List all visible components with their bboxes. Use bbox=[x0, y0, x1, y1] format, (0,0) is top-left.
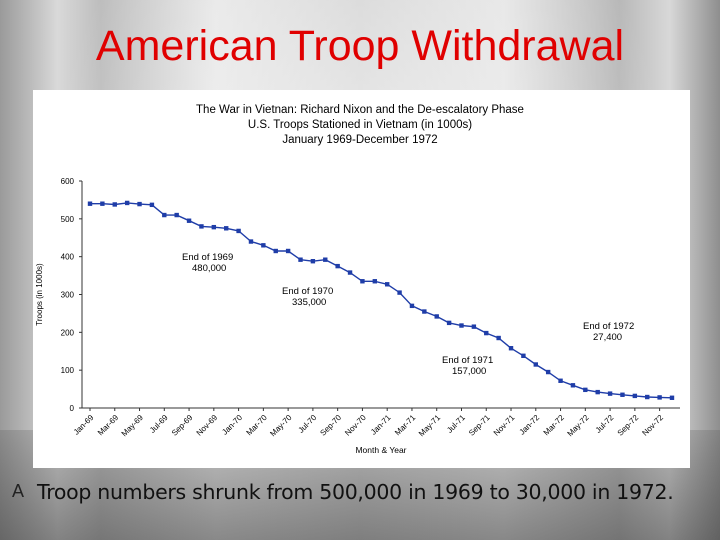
data-point bbox=[484, 330, 489, 336]
x-tick-label: Jan-71 bbox=[369, 413, 393, 437]
x-tick-label: Jul-71 bbox=[445, 413, 467, 435]
x-tick-label: Sep-71 bbox=[467, 413, 492, 438]
x-tick-label: May-72 bbox=[565, 413, 591, 439]
x-tick-label: Sep-69 bbox=[170, 413, 195, 438]
data-point bbox=[583, 387, 588, 393]
data-point bbox=[248, 239, 254, 244]
data-point bbox=[521, 353, 526, 358]
data-point bbox=[384, 282, 390, 287]
bullet-item: A Troop numbers shrunk from 500,000 in 1… bbox=[12, 480, 712, 508]
annotation-label: 335,000 bbox=[292, 297, 326, 308]
chart-title-line: January 1969-December 1972 bbox=[282, 134, 437, 146]
chart-title-line: The War in Vietnan: Richard Nixon and th… bbox=[196, 104, 524, 116]
data-point bbox=[100, 201, 105, 206]
data-point bbox=[607, 391, 613, 396]
y-tick-label: 100 bbox=[61, 366, 75, 375]
data-point bbox=[446, 320, 452, 326]
data-point bbox=[285, 248, 291, 254]
data-point bbox=[149, 202, 155, 208]
data-point bbox=[174, 212, 179, 218]
data-point bbox=[137, 201, 142, 207]
y-tick-label: 500 bbox=[61, 215, 75, 224]
x-tick-label: Nov-69 bbox=[195, 413, 220, 438]
data-point bbox=[422, 309, 427, 314]
data-point bbox=[471, 324, 477, 329]
data-point bbox=[224, 226, 229, 231]
x-tick-label: Sep-70 bbox=[318, 413, 343, 438]
x-tick-label: Nov-70 bbox=[343, 413, 368, 438]
annotation-label: 27,400 bbox=[593, 332, 622, 343]
data-point bbox=[372, 279, 378, 284]
data-point bbox=[199, 224, 204, 229]
troop-series-line bbox=[90, 202, 673, 399]
data-point bbox=[211, 224, 217, 230]
x-tick-label: Jul-72 bbox=[594, 413, 616, 435]
data-point bbox=[186, 218, 192, 223]
x-tick-label: Mar-71 bbox=[393, 413, 418, 438]
data-point bbox=[124, 200, 130, 206]
data-point bbox=[496, 335, 501, 341]
data-point bbox=[545, 369, 551, 375]
x-tick-label: Sep-72 bbox=[616, 413, 641, 438]
annotation-label: End of 1971 bbox=[442, 355, 493, 366]
data-point bbox=[323, 257, 328, 262]
x-tick-label: Nov-71 bbox=[492, 413, 517, 438]
annotation-label: End of 1972 bbox=[583, 321, 634, 332]
x-tick-label: Jul-69 bbox=[148, 413, 170, 435]
annotation-label: End of 1969 bbox=[182, 252, 233, 263]
data-point bbox=[347, 270, 353, 275]
data-point bbox=[261, 243, 266, 248]
data-point bbox=[434, 314, 439, 319]
data-point bbox=[620, 392, 625, 397]
y-axis-label: Troops (in 1000s) bbox=[35, 263, 44, 326]
data-point bbox=[570, 383, 576, 388]
y-tick-label: 600 bbox=[61, 177, 75, 186]
x-tick-label: May-71 bbox=[417, 413, 443, 439]
data-point bbox=[508, 346, 514, 351]
data-point bbox=[645, 394, 650, 400]
x-tick-label: Nov-72 bbox=[640, 413, 665, 438]
data-point bbox=[595, 389, 600, 395]
x-tick-label: Mar-70 bbox=[244, 413, 269, 438]
data-point bbox=[360, 279, 365, 284]
slide-title: American Troop Withdrawal bbox=[95, 22, 625, 70]
data-point bbox=[335, 263, 340, 269]
x-tick-label: Mar-72 bbox=[542, 413, 567, 438]
line-chart: The War in Vietnan: Richard Nixon and th… bbox=[35, 104, 680, 455]
x-tick-label: May-70 bbox=[268, 413, 294, 439]
x-tick-label: May-69 bbox=[120, 413, 146, 439]
x-tick-label: Jul-70 bbox=[297, 413, 319, 435]
annotation-label: 157,000 bbox=[452, 366, 486, 377]
data-point bbox=[657, 395, 662, 400]
annotation-label: End of 1970 bbox=[282, 286, 333, 297]
data-point bbox=[397, 290, 402, 295]
x-tick-label: Mar-69 bbox=[96, 413, 121, 438]
data-point bbox=[112, 202, 117, 207]
data-point bbox=[558, 378, 563, 383]
x-tick-label: Jan-70 bbox=[220, 413, 244, 437]
data-point bbox=[298, 257, 303, 262]
data-point bbox=[310, 259, 316, 264]
data-point bbox=[273, 248, 278, 254]
data-point bbox=[236, 228, 241, 234]
bullet-text: Troop numbers shrunk from 500,000 in 196… bbox=[37, 480, 674, 504]
data-point bbox=[669, 395, 675, 400]
data-point bbox=[409, 303, 415, 309]
data-point bbox=[162, 212, 167, 218]
chart-panel: The War in Vietnan: Richard Nixon and th… bbox=[33, 90, 690, 468]
data-point bbox=[632, 393, 638, 399]
chart-title-line: U.S. Troops Stationed in Vietnam (in 100… bbox=[248, 119, 472, 131]
data-point bbox=[459, 323, 464, 328]
y-tick-label: 400 bbox=[61, 253, 75, 262]
x-tick-label: Jan-69 bbox=[72, 413, 96, 437]
annotation-label: 480,000 bbox=[192, 263, 226, 274]
y-tick-label: 300 bbox=[61, 291, 75, 300]
bullet-icon: A bbox=[12, 481, 25, 501]
y-tick-label: 200 bbox=[61, 328, 75, 337]
y-tick-label: 0 bbox=[70, 404, 75, 413]
x-axis-label: Month & Year bbox=[355, 445, 406, 455]
x-tick-label: Jan-72 bbox=[518, 413, 542, 437]
data-point bbox=[87, 201, 93, 206]
data-point bbox=[533, 362, 538, 367]
